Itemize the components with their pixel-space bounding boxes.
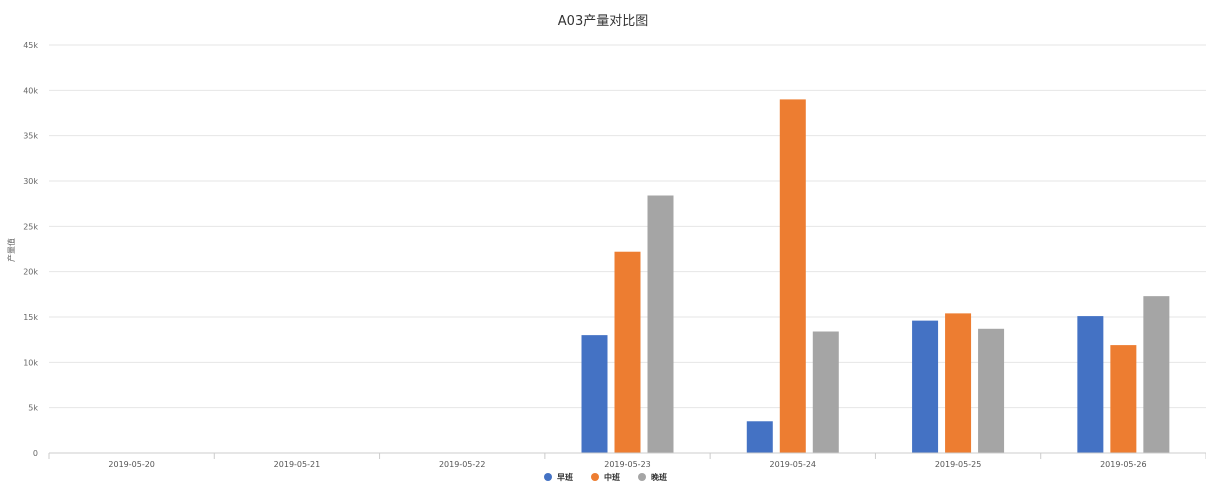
bars bbox=[581, 99, 1170, 454]
x-tick-label: 2019-05-23 bbox=[604, 460, 651, 469]
bar[interactable] bbox=[812, 331, 839, 453]
legend-label: 中班 bbox=[604, 472, 620, 482]
y-tick-label: 5k bbox=[28, 404, 38, 413]
bar[interactable] bbox=[614, 251, 641, 453]
legend-marker bbox=[638, 473, 646, 481]
legend-item[interactable]: 中班 bbox=[591, 472, 620, 482]
y-tick-label: 0 bbox=[33, 449, 38, 458]
x-tick-label: 2019-05-24 bbox=[770, 460, 817, 469]
y-tick-label: 20k bbox=[23, 268, 38, 277]
legend-marker bbox=[591, 473, 599, 481]
legend-item[interactable]: 晚班 bbox=[638, 472, 667, 482]
x-tick-label: 2019-05-21 bbox=[274, 460, 321, 469]
chart-title: A03产量对比图 bbox=[558, 14, 648, 29]
gridlines bbox=[49, 44, 1206, 409]
y-tick-label: 25k bbox=[23, 222, 38, 231]
y-tick-label: 30k bbox=[23, 177, 38, 186]
bar[interactable] bbox=[647, 195, 674, 454]
y-tick-label: 40k bbox=[23, 86, 38, 95]
bar[interactable] bbox=[945, 313, 972, 453]
x-axis: 2019-05-20 2019-05-21 2019-05-22 2019-05-23… bbox=[48, 452, 1206, 469]
bar[interactable] bbox=[978, 328, 1005, 453]
y-axis-label: 产量值 bbox=[6, 238, 16, 262]
bar[interactable] bbox=[1143, 296, 1170, 453]
bar[interactable] bbox=[912, 320, 939, 453]
bar[interactable] bbox=[581, 335, 608, 453]
y-tick-label: 45k bbox=[23, 41, 38, 50]
bar[interactable] bbox=[779, 99, 806, 454]
legend-item[interactable]: 早班 bbox=[544, 472, 573, 482]
bar[interactable] bbox=[1077, 316, 1104, 453]
y-tick-label: 35k bbox=[23, 132, 38, 141]
legend-marker bbox=[544, 473, 552, 481]
y-tick-label: 10k bbox=[23, 358, 38, 367]
y-axis-ticks: 0 5k 10k 15k 20k 25k 30k 35k 40k 45k bbox=[23, 41, 38, 458]
x-tick-label: 2019-05-26 bbox=[1100, 460, 1147, 469]
bar[interactable] bbox=[1110, 345, 1137, 453]
x-tick-label: 2019-05-22 bbox=[439, 460, 486, 469]
legend[interactable]: 早班 中班 晚班 bbox=[544, 472, 667, 482]
legend-label: 晚班 bbox=[651, 472, 667, 482]
bar[interactable] bbox=[746, 421, 773, 453]
y-tick-label: 15k bbox=[23, 313, 38, 322]
x-tick-label: 2019-05-20 bbox=[108, 460, 155, 469]
legend-label: 早班 bbox=[557, 472, 573, 482]
x-tick-label: 2019-05-25 bbox=[935, 460, 982, 469]
